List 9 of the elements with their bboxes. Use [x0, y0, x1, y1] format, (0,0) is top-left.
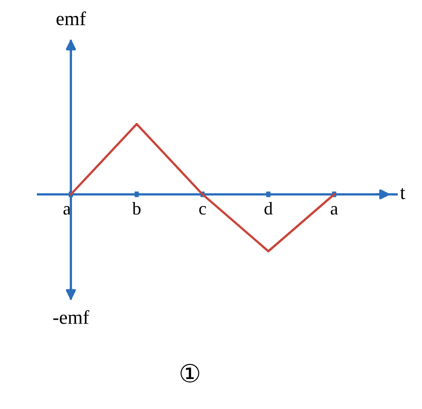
text: emf	[56, 11, 86, 26]
x-tick-label: d	[264, 202, 273, 215]
x-tick-label: b	[132, 202, 141, 215]
x-axis-title: t	[400, 188, 406, 200]
x-tick-label: a	[64, 206, 71, 215]
text: -emf	[53, 310, 90, 324]
x-tick-label: c	[199, 206, 206, 215]
text: ①	[180, 364, 200, 383]
x-tick-label: a	[330, 206, 338, 215]
